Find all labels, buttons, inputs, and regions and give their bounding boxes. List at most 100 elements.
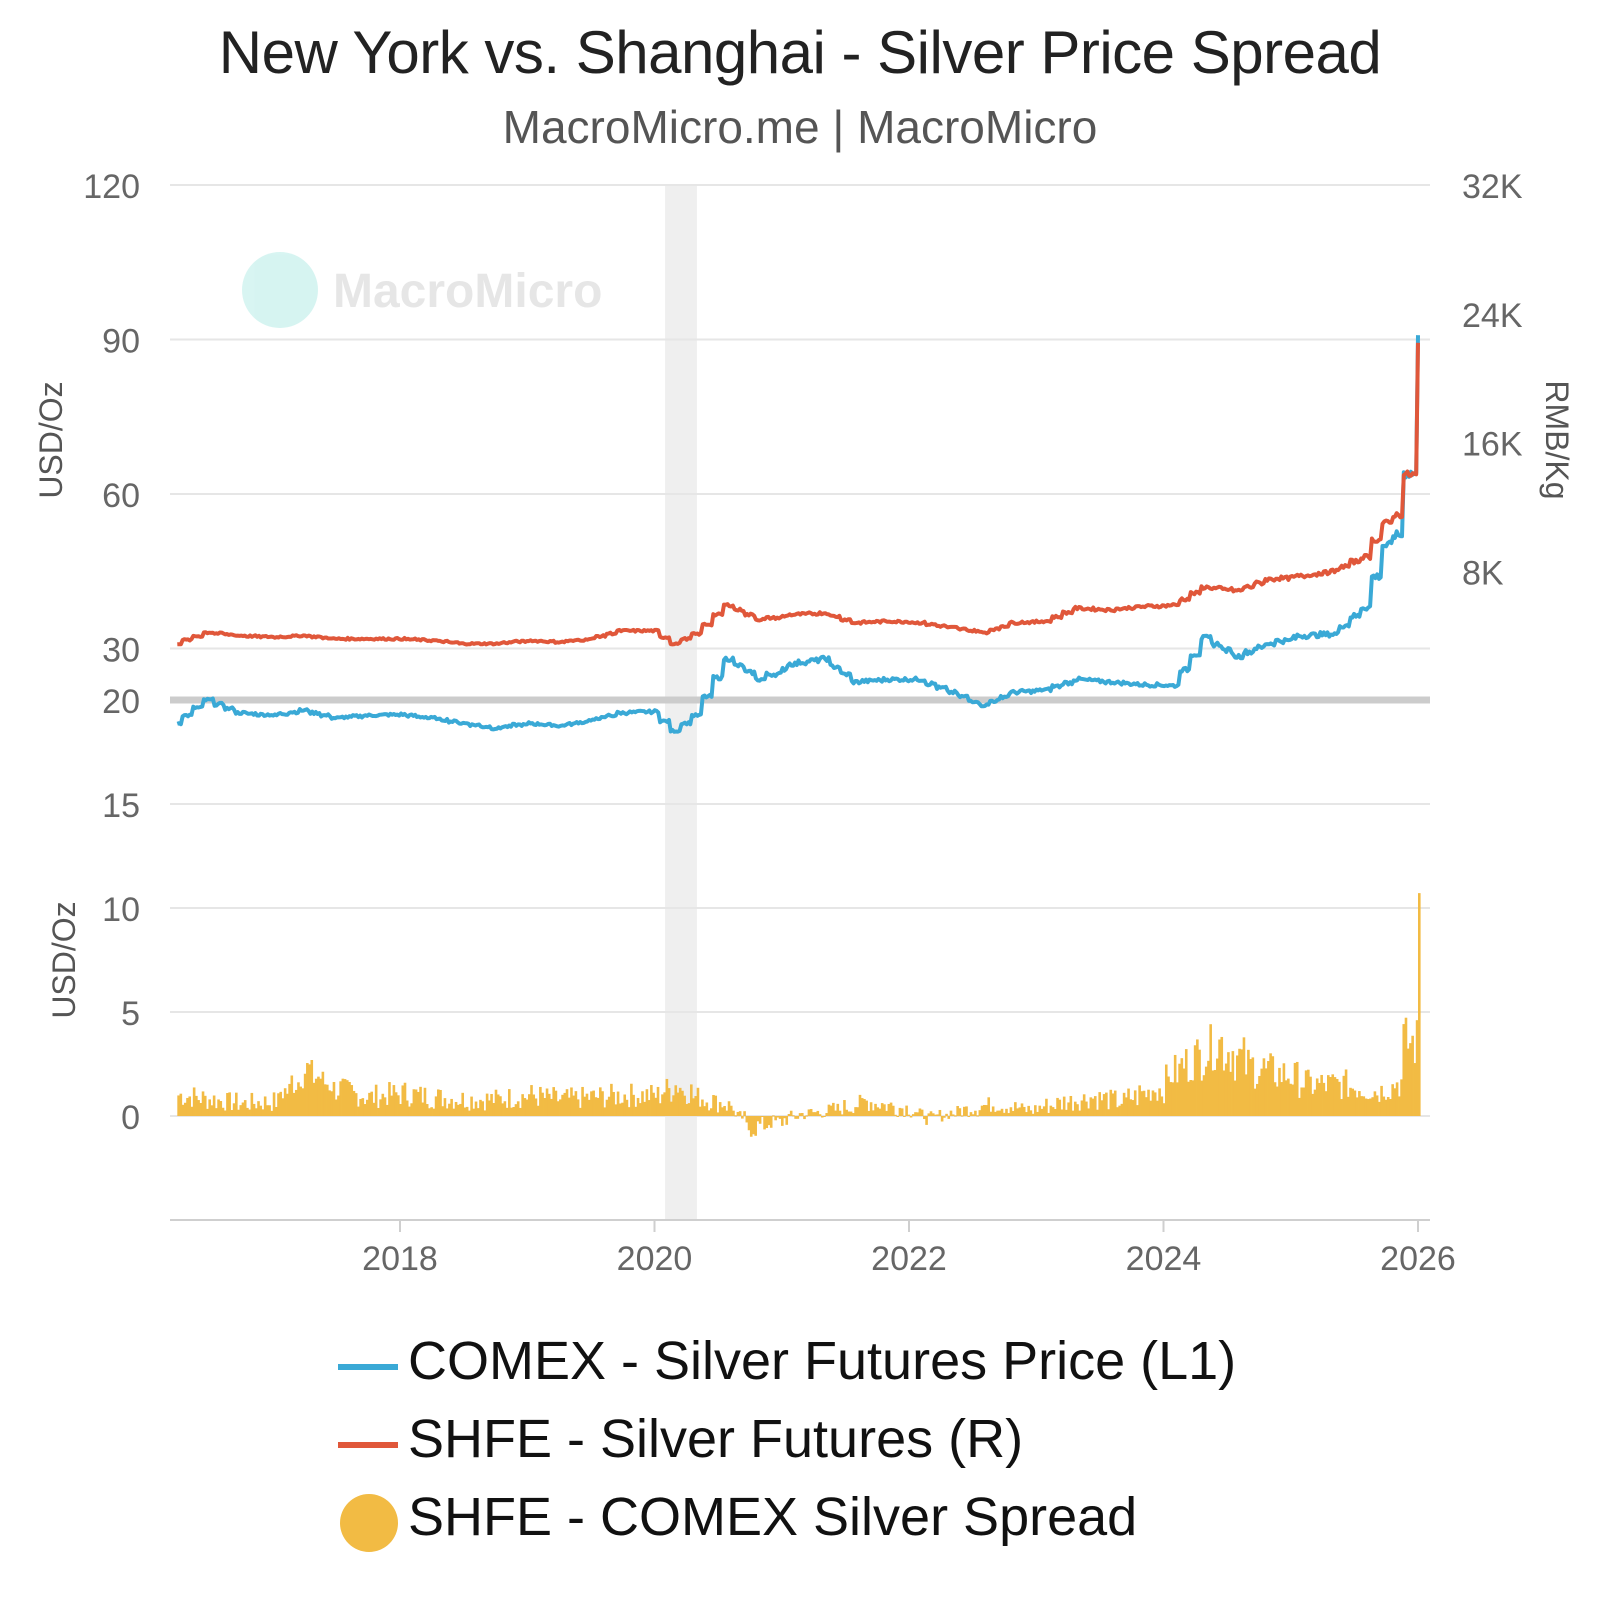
- spread-bar: [381, 1093, 385, 1116]
- spread-bar: [1222, 1070, 1226, 1116]
- spread-bar: [254, 1108, 258, 1116]
- legend-label-spread: SHFE - COMEX Silver Spread: [408, 1487, 1138, 1547]
- spread-bar: [192, 1087, 196, 1116]
- spread-bar: [1353, 1090, 1357, 1116]
- spread-bar: [417, 1091, 420, 1116]
- spread-bar: [1258, 1075, 1261, 1116]
- spread-bar: [694, 1096, 698, 1116]
- spread-bar: [479, 1099, 482, 1116]
- spread-bar: [1335, 1078, 1339, 1116]
- spread-bar: [683, 1095, 686, 1116]
- spread-bar: [772, 1115, 775, 1117]
- spread-bar: [860, 1098, 864, 1116]
- spread-bar: [277, 1093, 280, 1116]
- spread-bar: [357, 1106, 360, 1116]
- spread-bar: [734, 1115, 738, 1117]
- spread-bar: [576, 1099, 580, 1116]
- spread-bar: [889, 1102, 893, 1116]
- spread-bar: [1151, 1090, 1155, 1116]
- spread-bar: [1145, 1097, 1148, 1116]
- spread-bar: [523, 1098, 527, 1116]
- spread-bar: [197, 1100, 200, 1116]
- spread-bar: [1031, 1113, 1035, 1116]
- spread-bar: [243, 1100, 247, 1116]
- spread-bar: [239, 1105, 243, 1116]
- spread-bar: [394, 1092, 398, 1116]
- spread-bar: [248, 1109, 251, 1116]
- spread-bar: [399, 1104, 402, 1116]
- spread-bar: [1089, 1097, 1093, 1116]
- spread-bar: [368, 1092, 371, 1116]
- spread-bar: [880, 1103, 884, 1116]
- spread-bar: [1189, 1079, 1192, 1116]
- spread-bar: [920, 1109, 924, 1116]
- spread-bar: [785, 1116, 789, 1125]
- x-tick-label-2020: 2020: [617, 1240, 693, 1278]
- spread-bar: [954, 1115, 957, 1117]
- spread-bar: [1402, 1024, 1406, 1116]
- spread-bar: [401, 1085, 405, 1116]
- spread-series: [177, 893, 1421, 1137]
- spread-bar: [290, 1075, 294, 1116]
- spread-bar: [1005, 1108, 1008, 1116]
- spread-bar: [678, 1087, 682, 1116]
- spread-bar: [430, 1107, 433, 1116]
- spread-bar: [1171, 1082, 1175, 1116]
- spread-bar: [552, 1087, 556, 1116]
- spread-bar: [858, 1094, 862, 1116]
- spread-bar: [563, 1092, 567, 1116]
- spread-bar: [1067, 1102, 1070, 1116]
- spread-bar: [783, 1116, 786, 1119]
- spread-bar: [1014, 1102, 1017, 1116]
- spread-bar: [1371, 1097, 1374, 1116]
- spread-bar: [567, 1097, 571, 1116]
- spread-bar: [1342, 1075, 1346, 1116]
- spread-bar: [354, 1093, 358, 1116]
- spread-bar: [749, 1116, 753, 1137]
- spread-bar: [294, 1089, 298, 1116]
- spread-bar: [1229, 1071, 1232, 1116]
- spread-bar: [403, 1082, 407, 1116]
- spread-bar: [1207, 1060, 1210, 1116]
- spread-bar: [923, 1116, 926, 1120]
- spread-bar: [690, 1084, 693, 1116]
- spread-bar: [1204, 1066, 1208, 1116]
- spread-bar: [1409, 1043, 1412, 1116]
- spread-bar: [1149, 1100, 1153, 1116]
- spread-bar: [969, 1112, 973, 1116]
- spread-bar: [1140, 1091, 1144, 1116]
- spread-bar: [1107, 1109, 1110, 1116]
- spread-bar: [514, 1104, 518, 1116]
- spread-bar: [397, 1095, 400, 1116]
- spread-bar: [1133, 1090, 1137, 1116]
- spread-bar: [208, 1099, 211, 1116]
- spread-bar: [909, 1116, 913, 1118]
- spread-bar: [1273, 1082, 1277, 1116]
- spread-bar: [1073, 1101, 1077, 1116]
- spread-bar: [967, 1116, 971, 1117]
- spread-bar: [976, 1115, 979, 1117]
- spread-bar: [1244, 1074, 1248, 1116]
- spread-bar: [490, 1093, 493, 1116]
- spread-bar: [314, 1078, 318, 1116]
- watermark-text: MacroMicro: [333, 265, 602, 318]
- spread-bar: [960, 1115, 964, 1117]
- spread-bar: [1278, 1067, 1281, 1116]
- spread-bar: [339, 1081, 342, 1116]
- spread-bar: [712, 1095, 715, 1116]
- spread-bar: [334, 1099, 338, 1116]
- spread-bar: [798, 1113, 802, 1116]
- spread-bar: [1375, 1095, 1379, 1116]
- spread-bar: [370, 1091, 374, 1116]
- spread-bar: [743, 1111, 746, 1116]
- spread-bar: [1156, 1100, 1159, 1116]
- spread-bar: [865, 1100, 868, 1116]
- spread-bar: [527, 1094, 531, 1116]
- spread-bar: [1267, 1061, 1270, 1116]
- spread-bar: [645, 1089, 649, 1116]
- spread-bar: [372, 1102, 376, 1116]
- spread-bar: [696, 1087, 700, 1116]
- spread-bar: [221, 1107, 225, 1116]
- spread-bar: [716, 1112, 720, 1116]
- spread-bar: [483, 1110, 487, 1116]
